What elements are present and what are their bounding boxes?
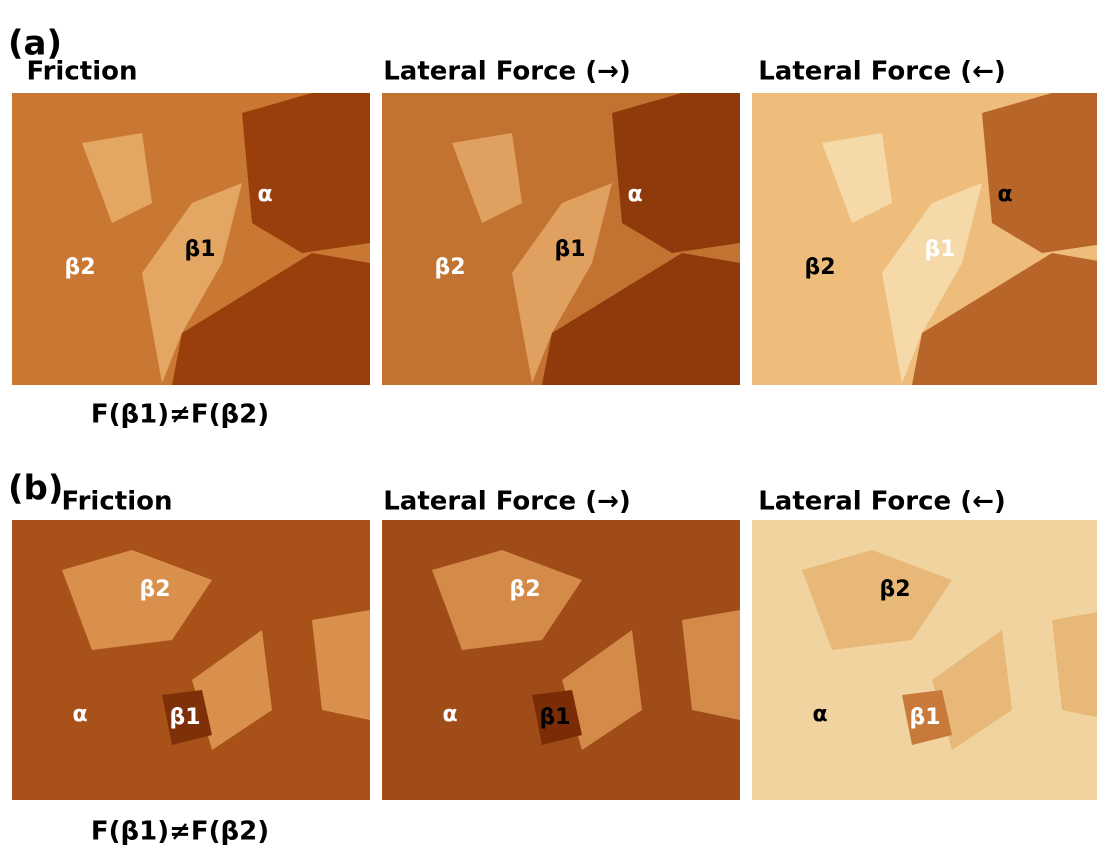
afm-image: α β1 β2 (12, 93, 370, 385)
region-label: β2 (879, 577, 910, 602)
region-label: β2 (509, 577, 540, 602)
image-background (382, 520, 740, 800)
region-label: β1 (169, 705, 200, 730)
image-background (752, 520, 1097, 800)
caption: F(β1)≠F(β2) (91, 400, 269, 430)
region-label: β1 (539, 705, 570, 730)
figure: (a)F(β1)≠F(β2)Frictionαβ1β2Lateral Force… (0, 0, 1097, 847)
region-label: β2 (64, 255, 95, 280)
image-background (12, 520, 370, 800)
region-label: β2 (434, 255, 465, 280)
region-label: β1 (554, 237, 585, 262)
afm-image: β2 α β1 (12, 520, 370, 800)
image-title: Friction (62, 487, 173, 517)
panel-label: (b) (8, 469, 63, 509)
afm-image: α β1 β2 (382, 93, 740, 385)
image-title: Lateral Force (→) (383, 487, 631, 517)
afm-image: β2 α β1 (752, 520, 1097, 800)
region-label: β2 (804, 255, 835, 280)
image-title: Lateral Force (→) (383, 57, 631, 87)
image-title: Lateral Force (←) (758, 57, 1006, 87)
region-label: β1 (184, 237, 215, 262)
caption: F(β1)≠F(β2) (91, 817, 269, 847)
afm-image: α β1 β2 (752, 93, 1097, 385)
image-title: Friction (27, 57, 138, 87)
region-label: α (442, 702, 457, 727)
region-label: β1 (924, 237, 955, 262)
afm-image: β2 α β1 (382, 520, 740, 800)
region-label: β1 (909, 705, 940, 730)
region-label: β2 (139, 577, 170, 602)
image-title: Lateral Force (←) (758, 487, 1006, 517)
region-label: α (72, 702, 87, 727)
region-label: α (627, 182, 642, 207)
region-label: α (812, 702, 827, 727)
region-label: α (257, 182, 272, 207)
region-label: α (997, 182, 1012, 207)
